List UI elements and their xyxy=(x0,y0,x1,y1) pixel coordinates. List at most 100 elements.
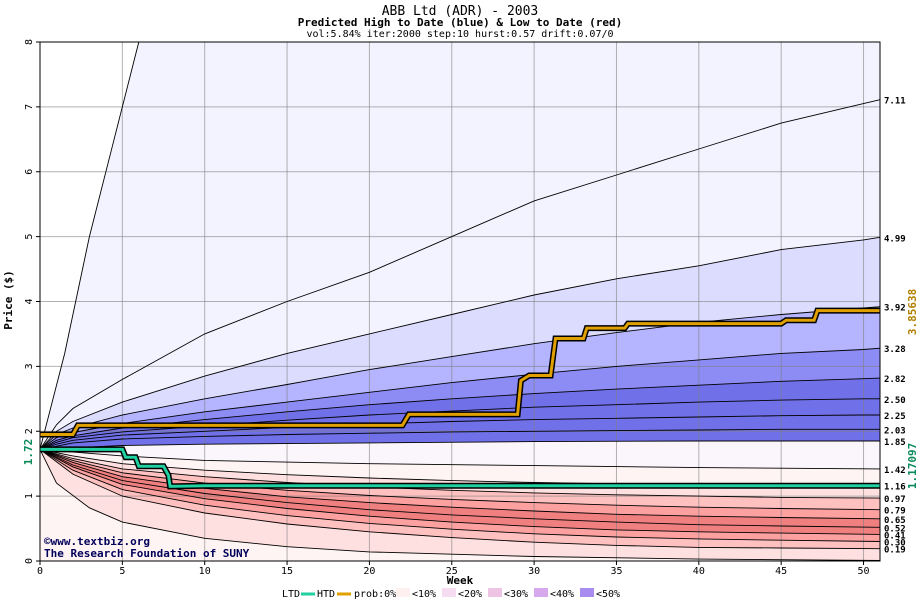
x-tick-label: 0 xyxy=(37,566,43,577)
percentile-curve xyxy=(39,448,881,528)
legend-prob-label: prob:0% xyxy=(354,589,396,600)
percentile-curve xyxy=(39,449,881,542)
curve-end-label: 2.25 xyxy=(884,412,906,422)
legend-bucket-swatch xyxy=(442,588,456,597)
curve-end-label: 0.41 xyxy=(884,531,906,541)
middle-band xyxy=(40,441,880,469)
chart-title: ABB Ltd (ADR) - 2003 xyxy=(382,4,539,19)
curve-end-label: 1.16 xyxy=(884,483,906,493)
legend-bucket-label: <40% xyxy=(550,589,574,600)
legend-bucket-label: <10% xyxy=(412,589,436,600)
curve-end-label: 2.50 xyxy=(884,396,906,406)
low-band-7 xyxy=(40,449,880,542)
high-band-3 xyxy=(40,237,880,450)
y-tick-label: 3 xyxy=(24,363,35,369)
htd-end-label: 3.85638 xyxy=(906,289,919,335)
high-band-7 xyxy=(40,398,880,450)
x-axis-label: Week xyxy=(447,574,474,587)
low-band-3 xyxy=(40,449,880,510)
y-tick-label: 2 xyxy=(24,428,35,434)
legend-ltd-label: LTD xyxy=(282,589,300,600)
percentile-curve xyxy=(39,440,880,450)
curve-end-label: 0.65 xyxy=(884,516,906,526)
percentile-curve xyxy=(39,449,881,550)
curve-end-label: 0.30 xyxy=(884,539,906,549)
curve-end-label: 7.11 xyxy=(884,97,906,107)
percentile-curve xyxy=(39,41,140,450)
legend-bucket-swatch xyxy=(396,588,410,597)
x-tick-label: 10 xyxy=(199,566,211,577)
high-band-6 xyxy=(40,378,880,450)
legend-bucket-label: <30% xyxy=(504,589,528,600)
low-band-9 xyxy=(40,449,880,561)
y-tick-label: 0 xyxy=(24,558,35,564)
x-tick-label: 15 xyxy=(281,566,293,577)
legend: LTD HTD prob:0% <10% <20% <30% <40% <50% xyxy=(282,588,620,600)
y-tick-label: 7 xyxy=(24,104,35,110)
curve-end-label: 0.79 xyxy=(884,507,906,517)
high-band-1 xyxy=(40,42,880,450)
x-tick-label: 50 xyxy=(858,566,870,577)
percentile-curve xyxy=(39,236,881,450)
start-price-label: 1.72 xyxy=(22,439,35,466)
percentile-curves xyxy=(39,41,881,561)
percentile-curve xyxy=(39,414,880,450)
legend-htd-label: HTD xyxy=(317,589,335,600)
low-band-5 xyxy=(40,449,880,528)
percentile-curve xyxy=(39,377,881,450)
legend-bucket-label: <50% xyxy=(596,589,620,600)
ltd-end-label: 1.17097 xyxy=(906,443,919,489)
x-tick-label: 5 xyxy=(119,566,125,577)
high-band-5 xyxy=(40,348,880,450)
curve-end-label: 4.99 xyxy=(884,234,906,244)
curve-end-label: 3.92 xyxy=(884,304,906,314)
percentile-curve xyxy=(39,448,881,511)
watermark-url: ©www.textbiz.org xyxy=(44,535,150,548)
legend-bucket-swatch xyxy=(580,588,594,597)
y-tick-label: 4 xyxy=(24,298,35,304)
y-axis-label: Price ($) xyxy=(2,270,15,330)
percentile-curve xyxy=(39,449,881,561)
percentile-curve xyxy=(39,449,881,535)
x-tick-label: 20 xyxy=(363,566,375,577)
watermark-org: The Research Foundation of SUNY xyxy=(44,547,250,560)
curve-end-label: 1.42 xyxy=(884,466,906,476)
low-band-bottom xyxy=(40,449,880,561)
curve-end-label: 0.52 xyxy=(884,524,906,534)
ltd-series-line xyxy=(40,447,880,488)
probability-bands xyxy=(40,42,880,561)
x-tick-label: 35 xyxy=(610,566,622,577)
series-lines xyxy=(40,307,880,490)
x-tick-label: 30 xyxy=(528,566,540,577)
legend-bucket-swatch xyxy=(534,588,548,597)
high-band-4 xyxy=(40,306,880,450)
legend-buckets: <10% <20% <30% <40% <50% xyxy=(396,588,620,600)
high-band-9 xyxy=(40,429,880,450)
curve-end-label: 2.82 xyxy=(884,375,906,385)
y-tick-label: 8 xyxy=(24,39,35,45)
curve-end-label: 3.28 xyxy=(884,345,906,355)
high-band-8 xyxy=(40,415,880,450)
x-tick-label: 40 xyxy=(693,566,705,577)
chart-subtitle: Predicted High to Date (blue) & Low to D… xyxy=(298,16,623,29)
percentile-curve xyxy=(39,347,881,450)
percentile-curve xyxy=(39,428,880,450)
high-band-2 xyxy=(40,99,880,450)
curve-end-label: 1.85 xyxy=(884,438,906,448)
curve-end-label: 0.19 xyxy=(884,546,906,556)
htd-series-line xyxy=(40,309,880,436)
legend-bucket-label: <20% xyxy=(458,589,482,600)
percentile-curve xyxy=(39,99,881,450)
y-tick-label: 5 xyxy=(24,234,35,240)
chart-params: vol:5.84% iter:2000 step:10 hurst:0.57 d… xyxy=(306,29,613,40)
y-tick-label: 1 xyxy=(24,493,35,499)
curve-labels: 7.11 4.99 3.92 3.28 2.82 2.50 2.25 2.03 1.85 1.42… xyxy=(884,97,906,556)
x-tick-label: 25 xyxy=(446,566,458,577)
legend-bucket-swatch xyxy=(488,588,502,597)
low-band-6 xyxy=(40,449,880,535)
low-band-1 xyxy=(40,449,880,486)
percentile-curve xyxy=(39,448,881,520)
y-tick-label: 6 xyxy=(24,169,35,175)
